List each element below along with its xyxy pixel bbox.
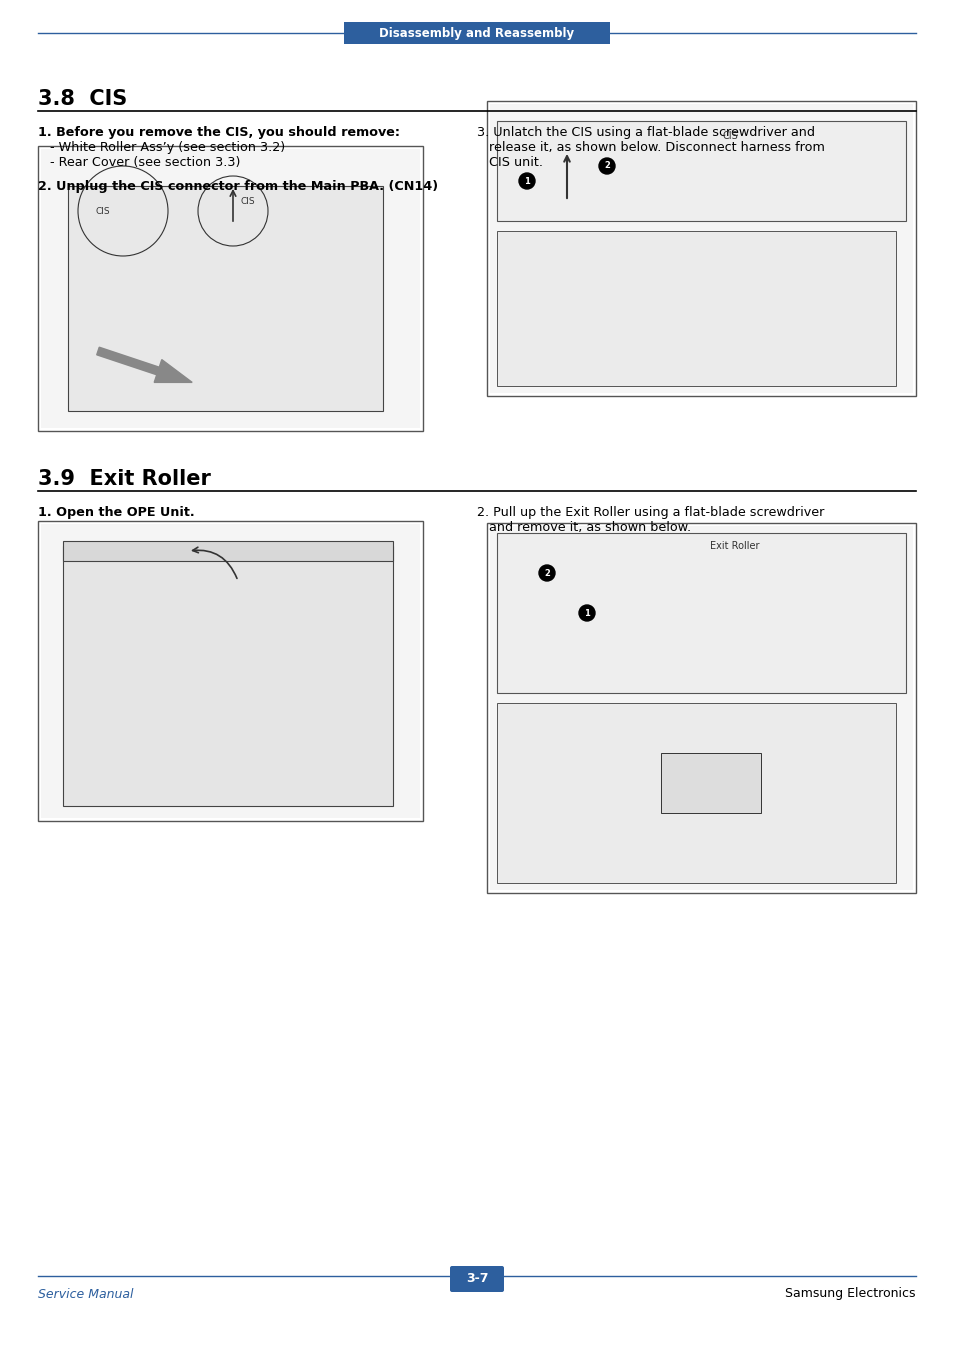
Bar: [497, 534, 905, 693]
Text: CIS: CIS: [722, 131, 738, 141]
Text: 3.9  Exit Roller: 3.9 Exit Roller: [38, 469, 211, 489]
FancyArrow shape: [96, 347, 192, 382]
Text: - White Roller Ass’y (see section 3.2): - White Roller Ass’y (see section 3.2): [38, 141, 285, 154]
Bar: [68, 186, 382, 411]
Text: Disassembly and Reassembly: Disassembly and Reassembly: [379, 27, 574, 39]
Text: 3-7: 3-7: [465, 1273, 488, 1286]
Circle shape: [598, 158, 615, 174]
Text: 2. Pull up the Exit Roller using a flat-blade screwdriver: 2. Pull up the Exit Roller using a flat-…: [476, 507, 823, 519]
Bar: [490, 526, 912, 890]
Text: 1. Before you remove the CIS, you should remove:: 1. Before you remove the CIS, you should…: [38, 126, 399, 139]
Bar: [41, 149, 419, 428]
Text: 1: 1: [583, 608, 589, 617]
Text: 3.8  CIS: 3.8 CIS: [38, 89, 127, 109]
Text: 1. Open the OPE Unit.: 1. Open the OPE Unit.: [38, 507, 194, 519]
Text: Samsung Electronics: Samsung Electronics: [784, 1288, 915, 1301]
Bar: [660, 753, 760, 813]
Text: 3. Unlatch the CIS using a flat-blade screwdriver and: 3. Unlatch the CIS using a flat-blade sc…: [476, 126, 814, 139]
Bar: [497, 703, 895, 884]
Circle shape: [518, 173, 535, 189]
Text: 2: 2: [543, 569, 549, 577]
Polygon shape: [63, 540, 393, 561]
Text: CIS: CIS: [95, 207, 111, 216]
Circle shape: [538, 565, 555, 581]
Text: 2: 2: [603, 162, 609, 170]
Text: Exit Roller: Exit Roller: [709, 540, 759, 551]
Bar: [38, 521, 422, 821]
Text: Service Manual: Service Manual: [38, 1288, 133, 1301]
Bar: [344, 22, 609, 45]
Bar: [486, 101, 915, 396]
Bar: [497, 231, 895, 386]
Text: CIS: CIS: [240, 196, 255, 205]
Text: release it, as shown below. Disconnect harness from: release it, as shown below. Disconnect h…: [476, 141, 824, 154]
Text: and remove it, as shown below.: and remove it, as shown below.: [476, 521, 690, 534]
Bar: [41, 524, 419, 817]
Bar: [63, 546, 393, 807]
Text: CIS unit.: CIS unit.: [476, 155, 542, 169]
Bar: [38, 146, 422, 431]
Text: - Rear Cover (see section 3.3): - Rear Cover (see section 3.3): [38, 155, 240, 169]
Bar: [497, 122, 905, 222]
FancyBboxPatch shape: [450, 1266, 503, 1292]
Text: 1: 1: [523, 177, 529, 185]
Text: 2. Unplug the CIS connector from the Main PBA. (CN14): 2. Unplug the CIS connector from the Mai…: [38, 180, 437, 193]
Circle shape: [578, 605, 595, 621]
Bar: [486, 523, 915, 893]
Bar: [490, 104, 912, 393]
